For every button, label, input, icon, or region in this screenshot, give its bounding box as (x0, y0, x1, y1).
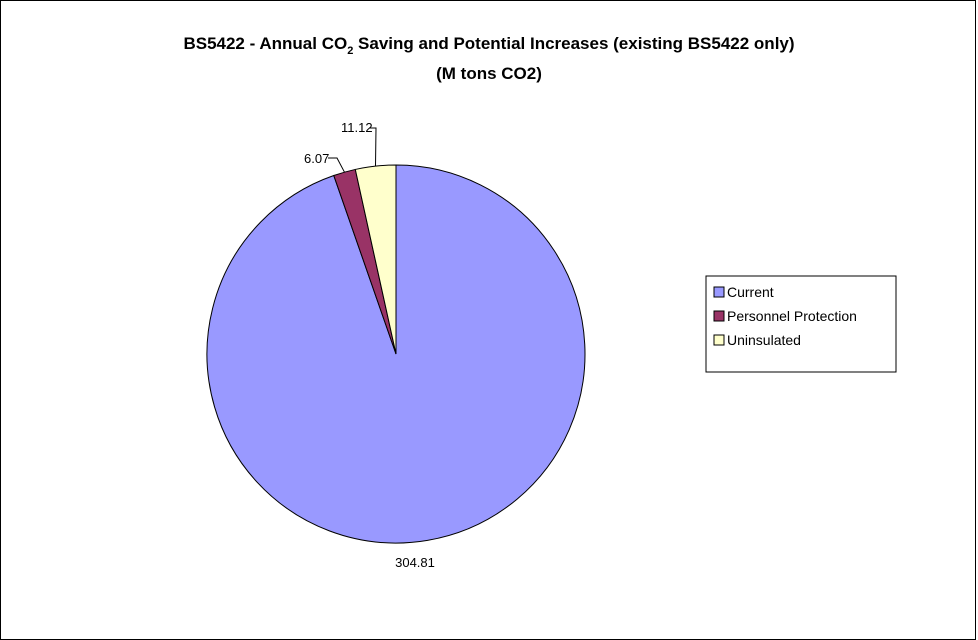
legend-box (705, 275, 897, 373)
chart-title-line-1: BS5422 - Annual CO2 Saving and Potential… (183, 34, 794, 57)
chart-title-subscript: 2 (347, 45, 353, 57)
legend-swatch-uninsulated (713, 334, 725, 346)
pie-slices (206, 164, 586, 544)
pie-slice-uninsulated (354, 164, 397, 355)
data-label-personnel-protection: 6.07 (304, 151, 329, 166)
legend-label-personnel-protection: Personnel Protection (727, 308, 857, 324)
legend-swatch-personnel-protection (713, 310, 725, 322)
chart-title-part-1: BS5422 - Annual CO (183, 34, 347, 53)
leader-line-uninsulated (369, 127, 377, 167)
legend-label-current: Current (727, 284, 774, 300)
legend-swatch-current (713, 286, 725, 298)
legend: Current Personnel Protection Uninsulated (705, 275, 897, 373)
leader-line-personnel-protection (328, 157, 345, 173)
data-labels: 304.81 6.07 11.12 (304, 120, 435, 570)
legend-label-uninsulated: Uninsulated (727, 332, 801, 348)
chart-title-line-2: (M tons CO2) (436, 64, 542, 83)
data-label-uninsulated: 11.12 (341, 120, 373, 135)
data-label-current: 304.81 (395, 555, 435, 570)
chart-title-part-2: Saving and Potential Increases (existing… (353, 34, 794, 53)
pie-chart: BS5422 - Annual CO2 Saving and Potential… (183, 34, 897, 570)
